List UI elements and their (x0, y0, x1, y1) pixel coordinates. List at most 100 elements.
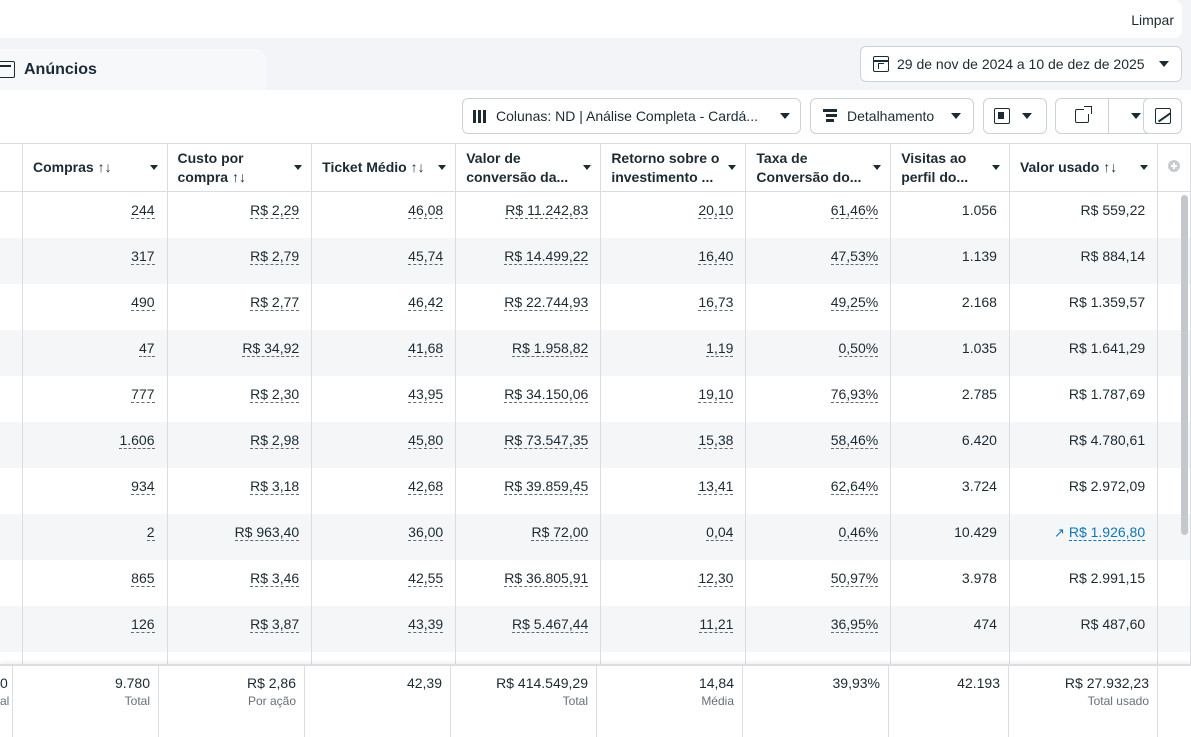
cell-value[interactable]: R$ 39.859,45 (504, 477, 589, 495)
cell-value[interactable]: 45,74 (408, 247, 444, 265)
table-row[interactable]: 1.606 R$ 2,98 45,80 R$ 73.547,35 15,38 58,46%… (0, 421, 1191, 468)
column-header-avg-ticket[interactable]: Ticket Médio ↑↓ (311, 143, 457, 192)
chevron-down-icon[interactable] (873, 165, 882, 170)
cell-value[interactable]: 0,50% (838, 339, 879, 357)
cell-value[interactable]: R$ 3,18 (250, 477, 300, 495)
table-row[interactable]: 47 R$ 34,92 41,68 R$ 1.958,82 1,19 0,50% 1.035… (0, 329, 1191, 376)
column-header-conversion-rate[interactable]: Taxa de Conversão do... (745, 143, 892, 192)
cell-value[interactable]: 46,42 (408, 293, 444, 311)
cell-value[interactable]: R$ 2,30 (250, 385, 300, 403)
chevron-down-icon[interactable] (728, 165, 737, 170)
clear-filters-button[interactable]: Limpar (1131, 12, 1174, 28)
cell-value[interactable]: R$ 1.926,80 (1068, 523, 1146, 541)
chevron-down-icon[interactable] (438, 165, 447, 170)
cell-value[interactable]: R$ 2,29 (250, 202, 300, 219)
cell-value[interactable]: 42,55 (408, 569, 444, 587)
cell-value[interactable]: 58,46% (830, 431, 879, 449)
cell-value[interactable]: 16,40 (698, 247, 734, 265)
cell-value[interactable]: R$ 34.150,06 (504, 385, 589, 403)
cell-value[interactable]: R$ 963,40 (234, 523, 300, 541)
cell-value[interactable]: 42,68 (408, 477, 444, 495)
columns-button[interactable]: Colunas: ND | Análise Completa - Cardá..… (462, 98, 801, 134)
chevron-down-icon[interactable] (294, 165, 303, 170)
chevron-down-icon[interactable] (991, 165, 1000, 170)
column-header-conversion-value[interactable]: Valor de conversão da... (455, 143, 602, 192)
date-range-button[interactable]: 29 de nov de 2024 a 10 de dez de 2025 (860, 46, 1182, 82)
cell-value[interactable]: R$ 36.805,91 (504, 569, 589, 587)
add-column-icon[interactable] (1168, 160, 1181, 172)
cell-value[interactable]: 777 (131, 385, 155, 403)
cell-value[interactable]: R$ 11.242,83 (505, 202, 589, 219)
cell-value[interactable]: 43,95 (408, 385, 444, 403)
table-row[interactable]: 934 R$ 3,18 42,68 R$ 39.859,45 13,41 62,64% 3.… (0, 467, 1191, 514)
column-header-roas[interactable]: Retorno sobre o investimento ... (600, 143, 747, 192)
export-button[interactable] (1056, 99, 1109, 133)
cell-value[interactable]: 865 (131, 569, 155, 587)
cell-value[interactable]: 45,80 (408, 431, 444, 449)
chevron-down-icon[interactable] (583, 165, 592, 170)
breakdown-button[interactable]: Detalhamento (810, 98, 974, 134)
cell-value[interactable]: 126 (131, 615, 155, 633)
cell-value[interactable]: 2 (146, 523, 155, 541)
cell-value[interactable]: 41,68 (408, 339, 444, 357)
cell-value[interactable]: 62,64% (830, 477, 879, 495)
table-cell-profile-visits: 1.056 (890, 191, 1010, 238)
cell-value[interactable]: R$ 5.467,44 (512, 615, 589, 633)
cell-value[interactable]: R$ 2,98 (250, 431, 300, 449)
table-row[interactable]: 317 R$ 2,79 45,74 R$ 14.499,22 16,40 47,53% 1.… (0, 237, 1191, 284)
chevron-down-icon[interactable] (149, 165, 158, 170)
column-header-profile-visits[interactable]: Visitas ao perfil do... (890, 143, 1010, 192)
cell-value[interactable]: R$ 2,77 (250, 293, 300, 311)
cell-value[interactable]: 47,53% (830, 247, 879, 265)
cell-value[interactable]: 43,39 (408, 615, 444, 633)
cell-value[interactable]: R$ 3,87 (250, 615, 300, 633)
cell-value[interactable]: 244 (131, 202, 155, 219)
cell-value[interactable]: 19,10 (698, 385, 734, 403)
cell-value[interactable]: 49,25% (830, 293, 879, 311)
cell-value[interactable]: 16,73 (698, 293, 734, 311)
reports-button[interactable] (983, 98, 1047, 134)
chevron-down-icon[interactable] (1140, 165, 1149, 170)
cell-value[interactable]: R$ 3,46 (250, 569, 300, 587)
cell-value[interactable]: 76,93% (830, 385, 879, 403)
column-header-purchases[interactable]: Compras ↑↓ (22, 143, 168, 192)
add-column-header[interactable] (1157, 143, 1191, 192)
cell-value[interactable]: 490 (131, 293, 155, 311)
cell-value[interactable]: 36,00 (408, 523, 444, 541)
cell-value[interactable]: R$ 22.744,93 (504, 293, 589, 311)
charts-button[interactable] (1143, 98, 1182, 134)
tab-ads[interactable]: Anúncios (0, 49, 266, 90)
cell-value[interactable]: 11,21 (699, 615, 734, 633)
cell-value[interactable]: 46,08 (408, 202, 444, 219)
cell-value[interactable]: 15,38 (698, 431, 734, 449)
cell-value[interactable]: 317 (131, 247, 155, 265)
cell-value[interactable]: 0,04 (706, 523, 734, 541)
table-row[interactable]: 777 R$ 2,30 43,95 R$ 34.150,06 19,10 76,93% 2.… (0, 375, 1191, 422)
cell-value[interactable]: 13,41 (698, 477, 734, 495)
cell-value[interactable]: 47 (138, 339, 155, 357)
cell-value[interactable]: R$ 1.958,82 (512, 339, 589, 357)
column-header-amount-spent[interactable]: Valor usado ↑↓ (1009, 143, 1159, 192)
cell-value[interactable]: R$ 2,79 (250, 247, 300, 265)
cell-value[interactable]: 50,97% (830, 569, 879, 587)
table-row[interactable]: 244 R$ 2,29 46,08 R$ 11.242,83 20,10 61,46% 1.… (0, 191, 1191, 238)
vertical-scrollbar[interactable] (1181, 195, 1188, 535)
cell-value[interactable]: 36,95% (830, 615, 879, 633)
cell-value[interactable]: 0,46% (838, 523, 879, 541)
cell-value[interactable]: R$ 14.499,22 (504, 247, 589, 265)
cell-value[interactable]: 61,46% (830, 202, 879, 219)
cell-value[interactable]: R$ 72,00 (531, 523, 589, 541)
table-row[interactable]: 126 R$ 3,87 43,39 R$ 5.467,44 11,21 36,95% 474… (0, 605, 1191, 652)
cell-value[interactable]: R$ 34,92 (242, 339, 300, 357)
cell-value[interactable]: 20,10 (698, 202, 734, 219)
cell-value[interactable]: 1.606 (119, 431, 155, 449)
export-menu-button[interactable] (1109, 99, 1162, 133)
cell-value[interactable]: 1,19 (706, 339, 734, 357)
cell-value[interactable]: 12,30 (698, 569, 734, 587)
cell-value[interactable]: 934 (131, 477, 155, 495)
column-header-cost-per-purchase[interactable]: Custo por compra ↑↓ (167, 143, 313, 192)
table-row[interactable]: 2 R$ 963,40 36,00 R$ 72,00 0,04 0,46% 10.429 ↗ R… (0, 513, 1191, 560)
cell-value[interactable]: R$ 73.547,35 (504, 431, 589, 449)
table-row[interactable]: 865 R$ 3,46 42,55 R$ 36.805,91 12,30 50,97% 3.… (0, 559, 1191, 606)
table-row[interactable]: 490 R$ 2,77 46,42 R$ 22.744,93 16,73 49,25% 2.… (0, 283, 1191, 330)
